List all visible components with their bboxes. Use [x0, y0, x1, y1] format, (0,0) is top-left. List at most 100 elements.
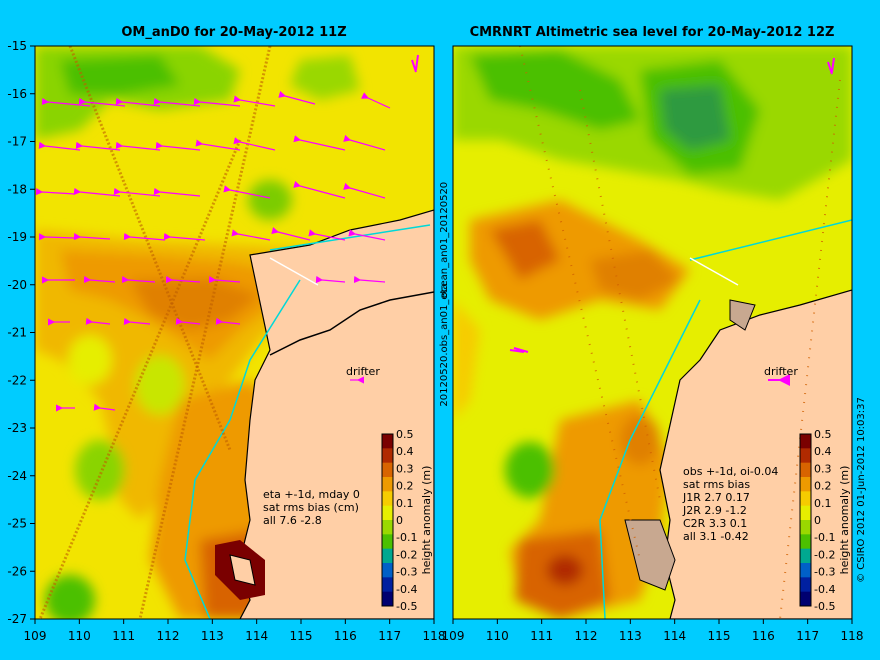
left-x-tick-label: 113 — [201, 629, 224, 643]
left-colorbar-tick: -0.4 — [396, 583, 417, 596]
left-colorbar-swatch — [382, 462, 393, 478]
y-tick-label: -15 — [7, 39, 27, 53]
right-x-tick-label: 117 — [796, 629, 819, 643]
left-colorbar-tick: 0.3 — [396, 462, 414, 475]
right-colorbar-tick: -0.4 — [814, 583, 835, 596]
left-colorbar-label: height anomaly (m) — [420, 466, 433, 575]
right-colorbar-tick: 0.3 — [814, 462, 832, 475]
right-colorbar-swatch — [800, 534, 811, 550]
left-x-tick-label: 112 — [157, 629, 180, 643]
right-x-axis: 109 110 111 112 113 114 115 116 117 118 — [442, 619, 864, 643]
right-x-tick-label: 113 — [619, 629, 642, 643]
y-tick-label: -25 — [7, 517, 27, 531]
left-colorbar-swatch — [382, 548, 393, 564]
right-colorbar-label: height anomaly (m) — [838, 466, 851, 575]
right-x-tick-label: 111 — [530, 629, 553, 643]
right-colorbar-swatch — [800, 548, 811, 564]
left-colorbar-tick: -0.3 — [396, 566, 417, 579]
right-x-tick-label: 109 — [442, 629, 465, 643]
right-colorbar-swatch — [800, 462, 811, 478]
right-map-frame — [452, 45, 853, 620]
y-tick-label: -27 — [7, 612, 27, 626]
right-annotation-line: obs +-1d, oi-0.04 — [683, 465, 778, 478]
left-annotation-line: sat rms bias (cm) — [263, 501, 359, 514]
right-colorbar-swatch — [800, 477, 811, 492]
right-x-tick-label: 110 — [486, 629, 509, 643]
left-colorbar-tick: 0.1 — [396, 497, 414, 510]
right-x-tick-label: 112 — [575, 629, 598, 643]
right-annotation-line: J2R 2.9 -1.2 — [682, 504, 747, 517]
left-colorbar-tick: 0.4 — [396, 445, 414, 458]
y-tick-label: -22 — [7, 373, 27, 387]
left-x-tick-label: 117 — [378, 629, 401, 643]
right-colorbar-swatch — [800, 577, 811, 593]
right-colorbar-swatch — [800, 520, 811, 535]
left-annotation-line: eta +-1d, mday 0 — [263, 488, 360, 501]
left-colorbar-frame — [381, 433, 394, 607]
left-x-tick-label: 114 — [245, 629, 268, 643]
y-tick-label: -24 — [7, 469, 27, 483]
left-colorbar-swatch — [382, 434, 393, 449]
right-colorbar-tick: 0.1 — [814, 497, 832, 510]
right-colorbar-tick: -0.2 — [814, 548, 835, 561]
left-colorbar-tick: -0.5 — [396, 600, 417, 613]
right-colorbar-swatch — [800, 591, 811, 607]
left-colorbar-tick: -0.1 — [396, 531, 417, 544]
right-x-tick-label: 114 — [663, 629, 686, 643]
left-map — [35, 46, 434, 619]
right-annotation-line: C2R 3.3 0.1 — [683, 517, 747, 530]
left-colorbar-swatch — [382, 448, 393, 464]
right-colorbar-frame — [799, 433, 812, 607]
y-tick-label: -16 — [7, 87, 27, 101]
left-x-tick-label: 109 — [24, 629, 47, 643]
right-colorbar-tick: -0.3 — [814, 566, 835, 579]
left-x-tick-label: 111 — [112, 629, 135, 643]
left-colorbar-tick: 0.5 — [396, 428, 414, 441]
left-x-tick-label: 116 — [334, 629, 357, 643]
left-x-tick-label: 110 — [68, 629, 91, 643]
right-x-tick-label: 116 — [752, 629, 775, 643]
left-x-tick-label: 118 — [423, 629, 446, 643]
y-tick-label: -23 — [7, 421, 27, 435]
y-tick-label: -19 — [7, 230, 27, 244]
velocity-arrows — [35, 90, 391, 412]
left-colorbar-tick: 0 — [396, 514, 403, 527]
right-annotation-line: J1R 2.7 0.17 — [682, 491, 750, 504]
left-colorbar-swatch — [382, 591, 393, 607]
right-colorbar-swatch — [800, 448, 811, 464]
left-x-tick-label: 115 — [290, 629, 313, 643]
right-colorbar-tick: -0.5 — [814, 600, 835, 613]
right-colorbar-swatch — [800, 434, 811, 449]
left-colorbar-swatch — [382, 477, 393, 492]
side-text-top: ocean_an01_20120520 — [439, 182, 450, 298]
right-colorbar-tick: 0 — [814, 514, 821, 527]
right-colorbar-swatch — [800, 491, 811, 507]
right-colorbar-tick: 0.2 — [814, 480, 832, 493]
right-annotation-line: all 3.1 -0.42 — [683, 530, 749, 543]
left-x-axis: 109 110 111 112 113 114 115 116 117 118 — [24, 619, 446, 643]
right-map — [453, 46, 852, 619]
left-panel-title: OM_anD0 for 20-May-2012 11Z — [121, 25, 346, 40]
left-colorbar-swatch — [382, 534, 393, 550]
left-colorbar-swatch — [382, 491, 393, 507]
left-drifter-label: drifter — [346, 365, 380, 378]
left-colorbar-swatch — [382, 563, 393, 578]
right-annotation-line: sat rms bias — [683, 478, 750, 491]
right-colorbar-swatch — [800, 505, 811, 521]
left-colorbar-swatch — [382, 505, 393, 521]
left-annotation-line: all 7.6 -2.8 — [263, 514, 322, 527]
y-tick-label: -17 — [7, 135, 27, 149]
right-colorbar-tick: -0.1 — [814, 531, 835, 544]
right-colorbar-tick: 0.5 — [814, 428, 832, 441]
y-tick-label: -21 — [7, 326, 27, 340]
y-tick-label: -26 — [7, 564, 27, 578]
right-drifter-label: drifter — [764, 365, 798, 378]
right-x-tick-label: 115 — [708, 629, 731, 643]
right-colorbar-swatch — [800, 563, 811, 578]
left-colorbar-tick: 0.2 — [396, 480, 414, 493]
left-colorbar-swatch — [382, 577, 393, 593]
left-colorbar-swatch — [382, 520, 393, 535]
right-x-tick-label: 118 — [841, 629, 864, 643]
